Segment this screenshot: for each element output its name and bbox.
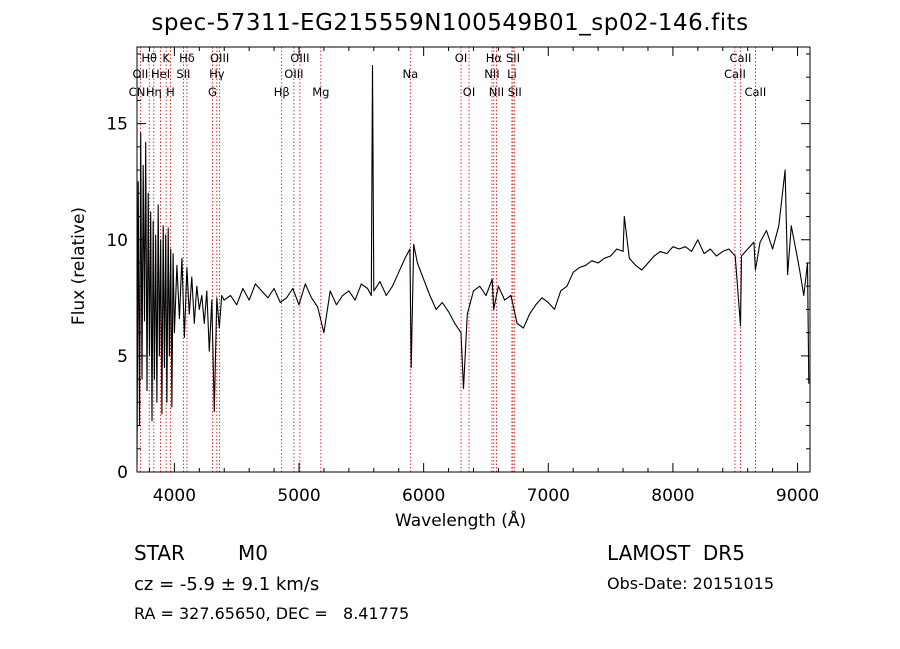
line-label-8: SII [176,67,190,81]
line-label-20: NII [484,67,499,81]
plot-frame [136,46,811,473]
spectrum-line-0 [136,65,810,466]
line-label-11: G [208,85,217,99]
y-tick-label: 10 [106,231,128,251]
line-label-10: Hγ [209,67,225,81]
spectrum-series [136,65,810,466]
survey-name: LAMOST DR5 [607,541,745,565]
line-label-1: OII [132,67,148,81]
axes: 4000 5000 6000 7000 8000 9000 0 5 10 15 [106,46,819,506]
x-tick-label: 8000 [651,486,694,506]
redshift-cz: cz = -5.9 ± 9.1 km/s [134,574,320,595]
line-label-24: SII [508,85,522,99]
line-label-9: OIII [210,51,229,65]
spectral-line-markers [136,47,756,472]
line-label-5: HeI [151,67,170,81]
y-tick-label: 15 [106,115,128,135]
ra-dec: RA = 327.65650, DEC = 8.41775 [134,604,410,623]
line-label-3: Hη [146,85,162,99]
chart-title: spec-57311-EG215559N100549B01_sp02-146.f… [151,10,749,36]
line-label-16: Na [402,67,418,81]
y-axis-label: Flux (relative) [69,206,89,326]
line-label-25: CaII [730,51,752,65]
line-label-23: Li [507,67,517,81]
line-label-4: K [162,51,170,65]
line-label-7: Hδ [179,51,195,65]
x-axis-label: Wavelength (Å) [395,511,527,531]
object-subclass: M0 [238,541,268,565]
obs-date: Obs-Date: 20151015 [607,574,775,593]
object-class: STAR [134,541,185,565]
line-label-27: CaII [744,85,766,99]
line-label-18: OI [463,85,475,99]
x-tick-label: 7000 [527,486,570,506]
line-label-0: Hθ [141,51,157,65]
line-label-26: CaII [724,67,746,81]
line-label-19: Hα [486,51,503,65]
line-label-13: OIII [284,67,303,81]
y-tick-label: 5 [117,347,128,367]
x-tick-label: 4000 [153,486,196,506]
line-label-17: OI [455,51,467,65]
y-tick-label: 0 [117,463,128,483]
line-label-14: Hβ [274,85,290,99]
line-label-21: NII [489,85,504,99]
line-label-12: OIII [290,51,309,65]
line-label-22: SII [506,51,520,65]
line-label-6: H [166,85,175,99]
x-tick-label: 6000 [402,486,445,506]
x-tick-label: 9000 [776,486,819,506]
x-tick-label: 5000 [277,486,320,506]
line-label-15: Mg [312,85,329,99]
